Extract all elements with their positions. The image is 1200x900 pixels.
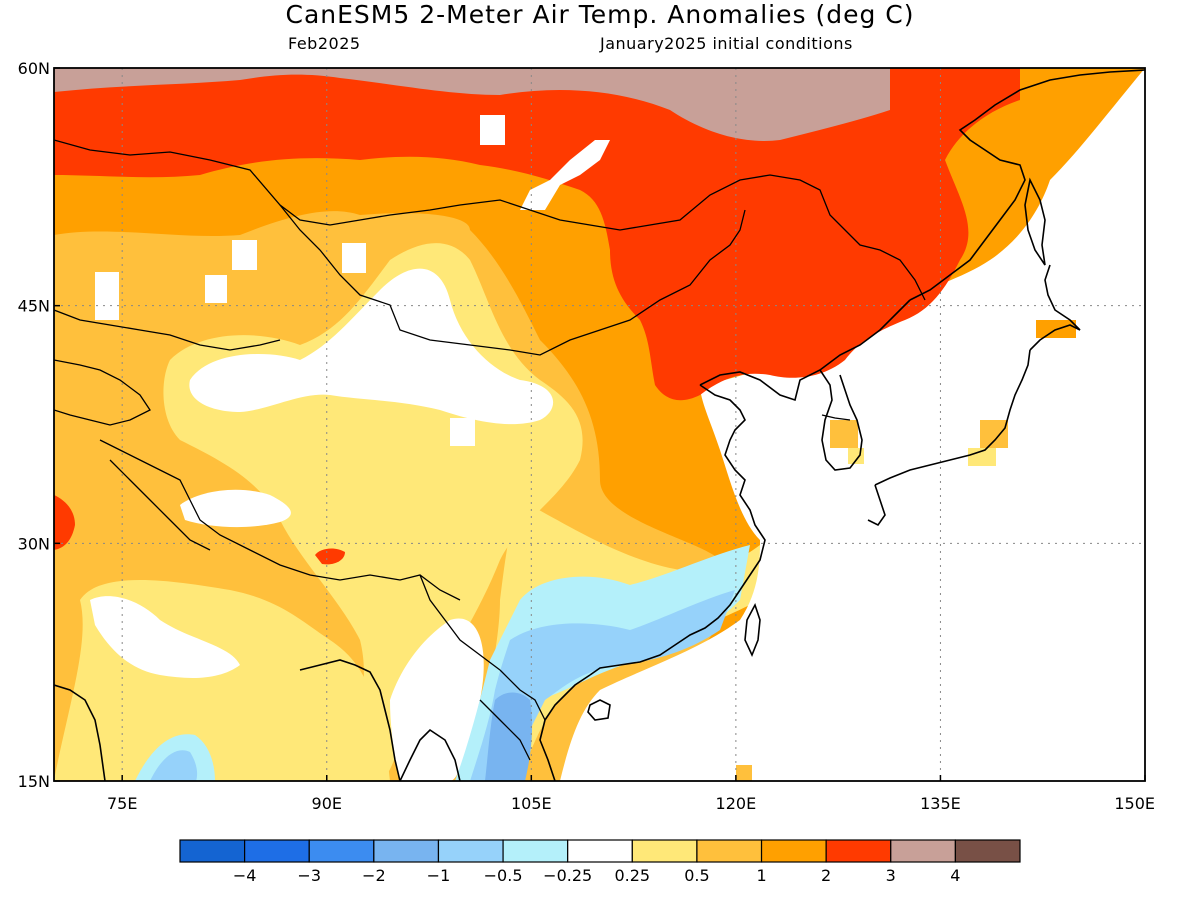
lon-tick-label: 75E (107, 794, 137, 813)
lon-tick-label: 135E (920, 794, 961, 813)
colorbar-label: −3 (297, 866, 321, 885)
coastline-bohai (699, 299, 911, 402)
field-2-to-3-tibet (315, 548, 345, 565)
border-himalaya (99, 439, 461, 601)
border-central-asia (54, 359, 151, 426)
coastline-russia-east (909, 69, 1145, 301)
field-0.5-to-1-patch-korea (830, 420, 858, 448)
colorbar-swatch (244, 839, 310, 863)
colorbar-swatch (502, 839, 569, 863)
colorbar: −4 −3 −2 −1 −0.5 −0.25 0.25 0.5 1 2 3 4 (179, 839, 1021, 885)
colorbar-swatch (567, 839, 633, 863)
border-india-north (109, 459, 211, 551)
border-kazakhstan-south (54, 309, 281, 351)
coastline-japan-south (867, 484, 886, 527)
no-data-cell (95, 272, 119, 320)
lon-tick-label: 150E (1114, 794, 1155, 813)
lat-tick-label: 15N (18, 772, 50, 791)
colorbar-swatch (373, 839, 440, 863)
colorbar-swatch (890, 839, 956, 863)
colorbar-label: 0.5 (684, 866, 709, 885)
lon-axis: 75E 90E 105E 120E 135E 150E (107, 775, 1155, 813)
lon-tick-label: 105E (511, 794, 552, 813)
colorbar-swatch (308, 839, 375, 863)
coastline-taiwan (744, 602, 761, 658)
lat-tick-label: 45N (18, 297, 50, 316)
colorbar-label: −0.5 (484, 866, 523, 885)
coastline-korea (819, 369, 863, 471)
no-data-cell (450, 418, 475, 446)
colorbar-label: 0.25 (614, 866, 650, 885)
coastline-hainan (587, 699, 611, 721)
field-near-zero-southeast (390, 618, 484, 781)
map-title: CanESM5 2-Meter Air Temp. Anomalies (deg… (285, 0, 915, 29)
colorbar-swatch (760, 839, 827, 863)
colorbar-label: 2 (821, 866, 831, 885)
colorbar-label: 4 (950, 866, 960, 885)
field-near-zero-tibet (180, 489, 291, 528)
lat-tick-label: 60N (18, 59, 50, 78)
field-3-to-4 (54, 68, 890, 141)
field-2-to-3-north (54, 68, 1020, 401)
coastline-china-east (589, 384, 766, 676)
valid-month-label: Feb2025 (288, 34, 361, 53)
border-indochina (479, 669, 546, 761)
coastline-japan-honshu (874, 349, 1031, 486)
field-minus-1-to-minus-2 (485, 692, 533, 781)
border-myanmar-china (419, 574, 501, 671)
lat-axis: 60N 45N 30N 15N (18, 59, 60, 791)
colorbar-swatch (825, 839, 892, 863)
coastline-sakhalin (1024, 177, 1046, 266)
anomaly-fields (54, 68, 1145, 781)
coastline-indochina (539, 674, 591, 781)
colorbar-label: −1 (427, 866, 451, 885)
no-data-cell (232, 240, 257, 270)
colorbar-swatch (696, 839, 763, 863)
no-data-baikal (520, 140, 610, 210)
colorbar-label: −4 (233, 866, 257, 885)
colorbar-label: 3 (886, 866, 896, 885)
lat-tick-label: 30N (18, 534, 50, 553)
colorbar-label: −0.25 (543, 866, 592, 885)
init-conditions-label: January2025 initial conditions (600, 34, 853, 53)
coastline-myanmar (399, 728, 461, 781)
field-0.5-to-1-patch (980, 420, 1008, 448)
field-near-zero-north (189, 268, 554, 425)
colorbar-label: 1 (756, 866, 766, 885)
lon-tick-label: 120E (716, 794, 757, 813)
field-near-zero-india (90, 596, 240, 678)
field-minus-0.5-to-minus-1 (470, 590, 735, 781)
coastlines (54, 69, 1145, 781)
plot-frame (53, 67, 1146, 782)
lon-tick-label: 90E (312, 794, 342, 813)
border-russia-china-north (54, 139, 926, 301)
border-mongolia-china (279, 204, 746, 356)
no-data-cell (342, 243, 366, 273)
field-0.5-to-1-patch-south (736, 765, 752, 781)
colorbar-swatch (179, 839, 246, 863)
border-korea-dmz (821, 414, 851, 421)
field-minus-0.5-india-south (150, 750, 198, 781)
country-borders (54, 139, 926, 761)
colorbar-label: −2 (362, 866, 386, 885)
colorbar-swatch (631, 839, 698, 863)
coastline-bay-of-bengal (299, 659, 401, 781)
colorbar-swatch (954, 839, 1021, 863)
field-2-to-3-west-edge (54, 495, 75, 550)
no-data-cell (205, 275, 227, 303)
coastline-india-west (54, 684, 106, 781)
field-0.25-to-0.5-patch-korea (848, 448, 864, 464)
colorbar-swatch (437, 839, 504, 863)
no-data-cell (480, 115, 505, 145)
coastline-hokkaido (1029, 264, 1081, 351)
